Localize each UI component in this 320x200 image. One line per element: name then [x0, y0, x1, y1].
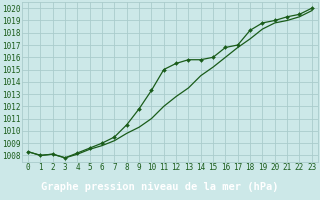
Text: Graphe pression niveau de la mer (hPa): Graphe pression niveau de la mer (hPa)	[41, 182, 279, 192]
